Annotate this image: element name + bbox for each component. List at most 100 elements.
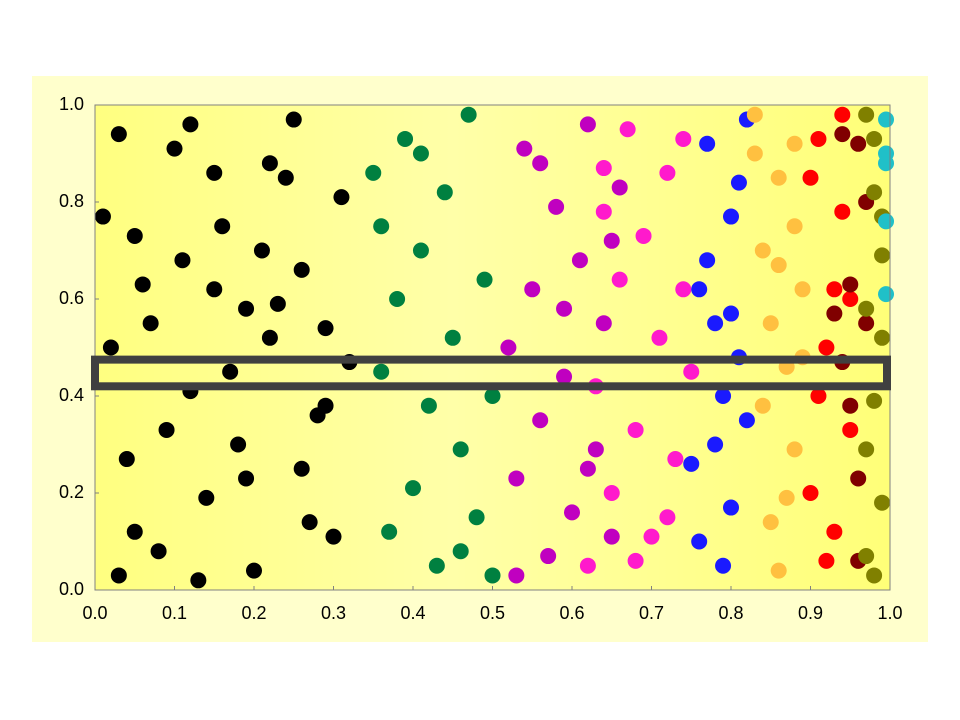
- point: [723, 305, 739, 322]
- point: [794, 281, 811, 298]
- point: [524, 281, 541, 298]
- point: [746, 145, 763, 162]
- point: [802, 169, 819, 186]
- point: [754, 242, 771, 259]
- point: [842, 276, 859, 293]
- point: [118, 451, 135, 468]
- point: [579, 460, 596, 477]
- point: [659, 509, 676, 526]
- point: [834, 203, 851, 220]
- point: [285, 111, 302, 128]
- point: [842, 421, 859, 438]
- point: [826, 523, 843, 540]
- point: [707, 436, 724, 453]
- point: [174, 252, 191, 269]
- point: [556, 368, 573, 385]
- point: [94, 208, 111, 225]
- point: [858, 106, 875, 123]
- point: [611, 179, 628, 196]
- point: [826, 305, 843, 322]
- point: [770, 257, 787, 274]
- point: [206, 164, 223, 181]
- point: [293, 460, 310, 477]
- x-tick-label: 0.9: [798, 603, 823, 623]
- point: [786, 135, 803, 152]
- point: [651, 329, 668, 346]
- point: [365, 164, 382, 181]
- point: [754, 397, 771, 414]
- point: [428, 557, 445, 574]
- point: [691, 281, 708, 298]
- point: [373, 363, 390, 380]
- point: [126, 227, 143, 244]
- point: [587, 441, 604, 458]
- point: [866, 392, 883, 409]
- point: [333, 189, 350, 206]
- point: [595, 160, 612, 177]
- point: [770, 562, 787, 579]
- point: [253, 242, 270, 259]
- point: [858, 315, 875, 332]
- point: [508, 567, 525, 584]
- point: [579, 116, 596, 133]
- point: [182, 116, 199, 133]
- point: [110, 126, 127, 143]
- x-tick-label: 0.0: [82, 603, 107, 623]
- point: [460, 106, 477, 123]
- point: [468, 509, 485, 526]
- x-tick-label: 0.8: [718, 603, 743, 623]
- point: [516, 140, 533, 157]
- point: [134, 276, 151, 293]
- point: [301, 514, 318, 531]
- point: [619, 121, 636, 138]
- point: [222, 363, 239, 380]
- point: [603, 232, 620, 249]
- point: [532, 412, 549, 429]
- point: [723, 499, 739, 516]
- point: [667, 451, 684, 468]
- x-tick-label: 0.1: [162, 603, 187, 623]
- point: [715, 388, 732, 404]
- point: [874, 494, 891, 511]
- point: [484, 388, 501, 404]
- point: [261, 155, 278, 172]
- point: [603, 485, 620, 501]
- point: [317, 320, 334, 337]
- point: [691, 533, 708, 550]
- point: [878, 155, 895, 172]
- point: [635, 227, 652, 244]
- point: [627, 552, 644, 569]
- point: [699, 135, 716, 152]
- point: [778, 489, 795, 506]
- point: [826, 281, 843, 298]
- point: [802, 485, 819, 501]
- point: [452, 543, 469, 560]
- point: [878, 213, 895, 230]
- point: [579, 557, 596, 574]
- point: [412, 242, 429, 259]
- point: [683, 363, 700, 380]
- point: [540, 548, 557, 565]
- point: [261, 329, 278, 346]
- point: [102, 339, 119, 356]
- point: [166, 140, 183, 157]
- x-tick-label: 0.4: [400, 603, 425, 623]
- point: [603, 528, 620, 545]
- point: [810, 130, 827, 147]
- point: [866, 184, 883, 201]
- point: [556, 300, 573, 317]
- point: [770, 169, 787, 186]
- point: [214, 218, 231, 235]
- point: [571, 252, 588, 269]
- point: [878, 111, 895, 128]
- point: [730, 174, 747, 191]
- x-tick-label: 0.3: [321, 603, 346, 623]
- point: [723, 208, 739, 225]
- point: [818, 339, 835, 356]
- point: [500, 339, 517, 356]
- x-tick-label: 0.6: [559, 603, 584, 623]
- point: [834, 106, 851, 123]
- point: [643, 528, 660, 545]
- point: [866, 567, 883, 584]
- point: [707, 315, 724, 332]
